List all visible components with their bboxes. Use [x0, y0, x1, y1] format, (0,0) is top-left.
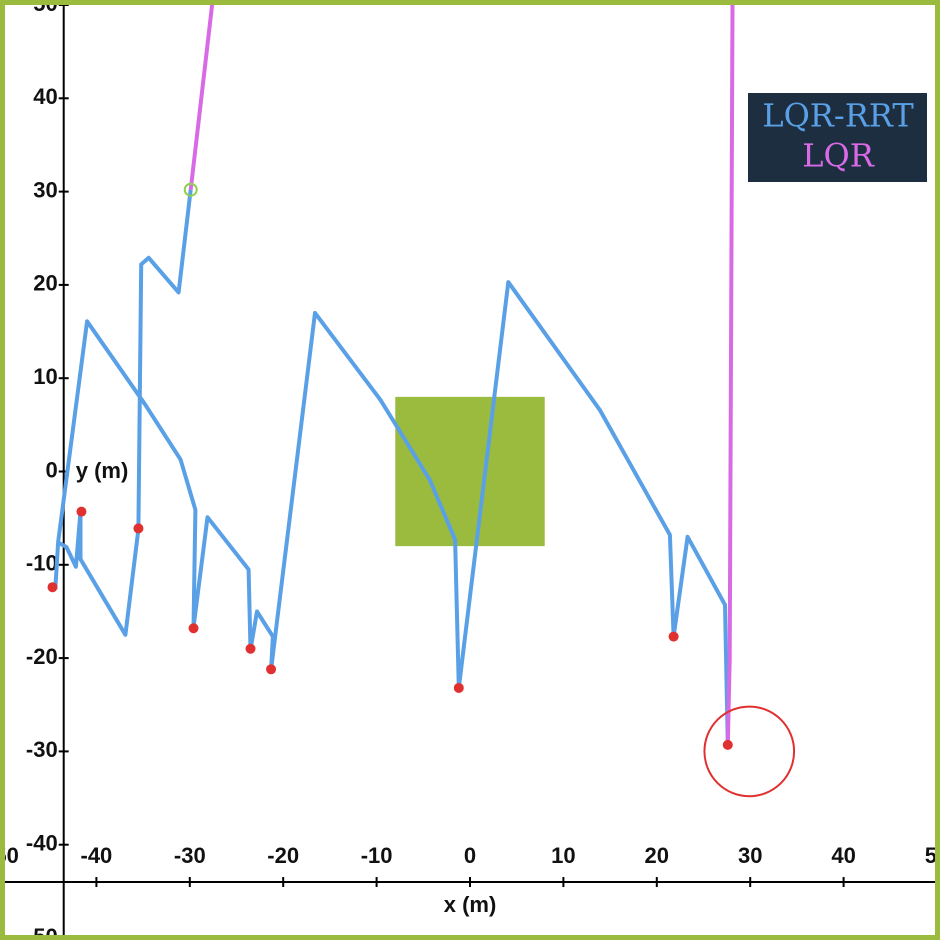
x-tick-label: 10 [551, 843, 575, 868]
trajectory [188, 3, 735, 745]
x-tick-label: 30 [738, 843, 762, 868]
y-tick-label: 0 [45, 457, 57, 482]
y-tick-label: 20 [33, 271, 57, 296]
y-tick-label: 40 [33, 84, 57, 109]
x-tick-label: 20 [645, 843, 669, 868]
trajectory [53, 189, 730, 745]
legend-entry: LQR-RRT [762, 97, 914, 135]
y-tick-label: -40 [26, 831, 58, 856]
y-axis-label: y (m) [76, 458, 129, 483]
x-axis-label: x (m) [444, 892, 497, 917]
node [47, 582, 58, 593]
x-tick-label: -20 [267, 843, 299, 868]
node [188, 623, 199, 634]
legend-box [748, 93, 927, 182]
y-tick-label: 10 [33, 364, 57, 389]
x-tick-label: 0 [464, 843, 476, 868]
x-tick-label: 40 [831, 843, 855, 868]
y-tick-label: -10 [26, 551, 58, 576]
y-tick-label: 30 [33, 177, 57, 202]
obstacle [395, 396, 545, 547]
x-tick-label: -30 [174, 843, 206, 868]
node [245, 643, 256, 654]
node [722, 739, 733, 750]
node [133, 523, 144, 534]
start-point [183, 182, 198, 197]
x-tick-label: -40 [81, 843, 113, 868]
y-tick-label: -30 [26, 737, 58, 762]
y-tick-label: -20 [26, 644, 58, 669]
node [266, 664, 277, 675]
legend-entry: LQR [802, 137, 874, 175]
node [76, 506, 87, 517]
node [453, 682, 464, 693]
node [668, 631, 679, 642]
x-tick-label: -10 [361, 843, 393, 868]
goal-region [703, 705, 796, 798]
